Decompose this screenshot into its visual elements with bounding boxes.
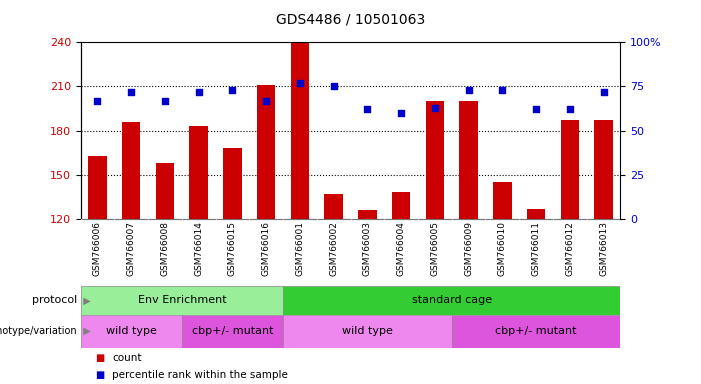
Point — [429, 104, 440, 111]
Bar — [459, 101, 478, 219]
Text: GSM766012: GSM766012 — [565, 221, 574, 276]
Point — [564, 106, 576, 113]
Text: GSM766008: GSM766008 — [161, 221, 170, 276]
Bar — [594, 120, 613, 219]
Text: GSM766013: GSM766013 — [599, 221, 608, 276]
Bar — [81, 315, 182, 348]
Text: protocol: protocol — [32, 295, 77, 306]
Point — [497, 87, 508, 93]
Text: wild type: wild type — [106, 326, 156, 336]
Bar — [325, 194, 343, 219]
Point — [463, 87, 474, 93]
Text: ▶: ▶ — [77, 326, 91, 336]
Text: count: count — [112, 353, 142, 364]
Text: GSM766001: GSM766001 — [295, 221, 304, 276]
Bar — [156, 163, 175, 219]
Text: standard cage: standard cage — [411, 295, 492, 306]
Bar — [291, 42, 309, 219]
Point — [261, 98, 272, 104]
Text: ▶: ▶ — [77, 295, 91, 306]
Text: ■: ■ — [95, 370, 104, 380]
Bar — [493, 182, 512, 219]
Text: GSM766006: GSM766006 — [93, 221, 102, 276]
Text: ■: ■ — [95, 353, 104, 364]
Point — [125, 89, 137, 95]
Bar — [283, 315, 451, 348]
Point — [92, 98, 103, 104]
Bar — [451, 315, 620, 348]
Point — [328, 83, 339, 89]
Text: wild type: wild type — [342, 326, 393, 336]
Bar — [426, 101, 444, 219]
Bar — [358, 210, 376, 219]
Text: cbp+/- mutant: cbp+/- mutant — [191, 326, 273, 336]
Bar — [122, 122, 140, 219]
Point — [294, 80, 306, 86]
Text: GDS4486 / 10501063: GDS4486 / 10501063 — [276, 13, 425, 27]
Bar — [392, 192, 410, 219]
Text: GSM766002: GSM766002 — [329, 221, 338, 276]
Text: GSM766009: GSM766009 — [464, 221, 473, 276]
Point — [227, 87, 238, 93]
Bar — [189, 126, 208, 219]
Point — [598, 89, 609, 95]
Text: GSM766015: GSM766015 — [228, 221, 237, 276]
Text: GSM766011: GSM766011 — [531, 221, 540, 276]
Text: GSM766016: GSM766016 — [261, 221, 271, 276]
Text: percentile rank within the sample: percentile rank within the sample — [112, 370, 288, 380]
Text: GSM766004: GSM766004 — [397, 221, 406, 276]
Bar — [81, 286, 283, 315]
Point — [362, 106, 373, 113]
Bar — [257, 85, 275, 219]
Bar — [526, 209, 545, 219]
Bar — [561, 120, 579, 219]
Text: GSM766003: GSM766003 — [363, 221, 372, 276]
Text: cbp+/- mutant: cbp+/- mutant — [496, 326, 577, 336]
Bar — [223, 148, 242, 219]
Point — [159, 98, 170, 104]
Text: genotype/variation: genotype/variation — [0, 326, 77, 336]
Point — [531, 106, 542, 113]
Text: GSM766005: GSM766005 — [430, 221, 440, 276]
Text: GSM766014: GSM766014 — [194, 221, 203, 276]
Bar — [283, 286, 620, 315]
Bar — [88, 156, 107, 219]
Text: Env Enrichment: Env Enrichment — [137, 295, 226, 306]
Point — [395, 110, 407, 116]
Text: GSM766007: GSM766007 — [127, 221, 136, 276]
Text: GSM766010: GSM766010 — [498, 221, 507, 276]
Point — [193, 89, 204, 95]
Bar — [182, 315, 283, 348]
